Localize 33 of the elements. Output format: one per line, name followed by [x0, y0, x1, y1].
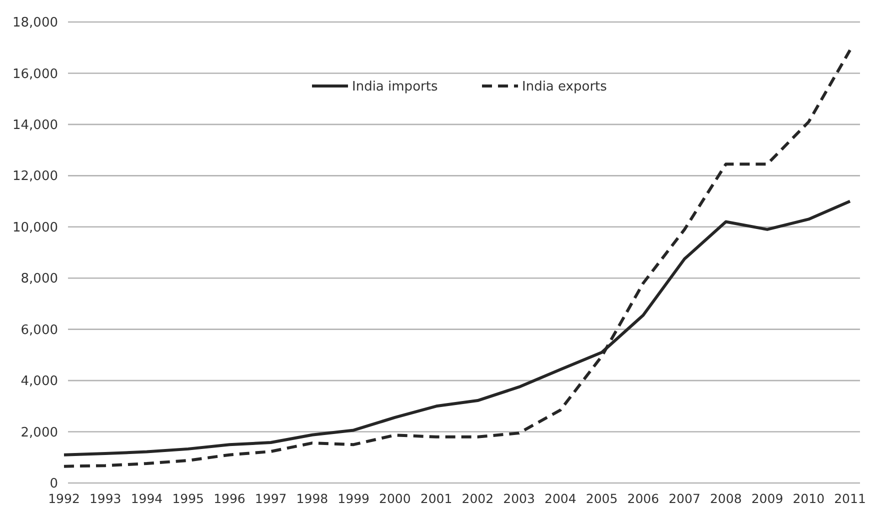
x-tick-label: 1995	[172, 491, 204, 506]
x-tick-label: 2001	[420, 491, 452, 506]
x-tick-label: 1999	[338, 491, 370, 506]
x-tick-label: 2002	[462, 491, 494, 506]
x-tick-label: 2006	[627, 491, 660, 506]
x-tick-label: 1992	[48, 491, 80, 506]
legend-label: India exports	[522, 80, 608, 95]
x-tick-label: 1996	[214, 491, 246, 506]
y-tick-label: 4,000	[20, 374, 58, 390]
y-tick-label: 6,000	[20, 322, 58, 338]
x-tick-label: 2000	[379, 491, 411, 506]
x-tick-label: 2008	[710, 491, 742, 506]
x-tick-label: 2011	[834, 491, 866, 506]
x-tick-label: 2007	[668, 491, 700, 506]
legend-label: India imports	[352, 80, 438, 95]
y-tick-label: 14,000	[12, 118, 58, 133]
x-tick-label: 2010	[792, 491, 825, 506]
y-tick-label: 8,000	[20, 272, 58, 287]
line-series	[62, 48, 852, 468]
x-tick-label: 1997	[254, 491, 287, 506]
x-tick-label: 1998	[296, 491, 328, 506]
y-tick-label: 16,000	[12, 66, 58, 82]
x-tick-label: 1993	[89, 491, 122, 506]
y-tick-label: 10,000	[12, 220, 58, 236]
x-tick-label: 2005	[586, 491, 618, 506]
x-tick-label: 2003	[503, 491, 535, 506]
x-tick-label: 2004	[544, 491, 576, 506]
y-tick-label: 0	[50, 476, 58, 492]
x-tick-label: 2009	[751, 491, 784, 506]
y-tick-label: 12,000	[12, 169, 58, 184]
x-tick-label: 1994	[130, 491, 163, 506]
y-tick-label: 18,000	[12, 16, 58, 31]
y-tick-label: 2,000	[20, 425, 58, 440]
